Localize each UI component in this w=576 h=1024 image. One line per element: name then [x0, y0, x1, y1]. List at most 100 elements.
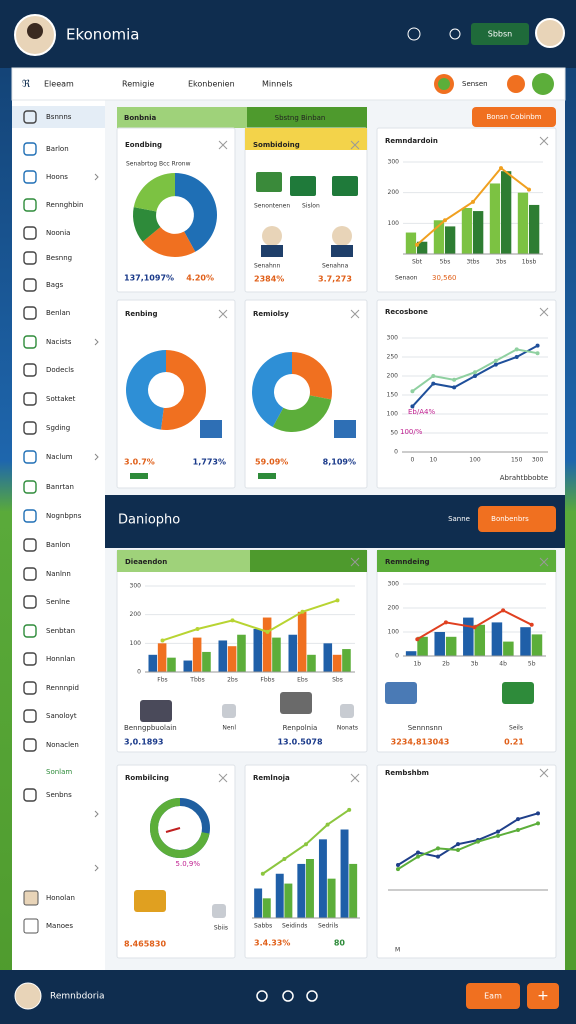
- sidebar-item: Rennnpid: [46, 684, 79, 692]
- x-tick-label: 150: [511, 457, 523, 464]
- close-icon[interactable]: [350, 140, 360, 150]
- sidebar-item: Sottaket: [46, 395, 76, 403]
- point: [493, 362, 498, 367]
- section-title: Sbstng Binban: [275, 114, 326, 122]
- donut-slice: [160, 350, 206, 430]
- bar: [340, 829, 349, 918]
- icon[interactable]: [407, 27, 421, 41]
- close-icon[interactable]: [539, 768, 549, 778]
- bar: [461, 208, 473, 254]
- footer-title: Remnbdoria: [50, 992, 105, 1002]
- bar: [284, 883, 293, 918]
- point: [300, 609, 305, 614]
- sidebar-icon: [23, 392, 37, 406]
- point: [476, 839, 480, 844]
- x-tick-label: 1b: [413, 661, 421, 668]
- bar: [503, 641, 514, 656]
- sidebar-item: Sgding: [46, 424, 70, 432]
- point: [535, 351, 540, 356]
- bar: [192, 637, 202, 672]
- panel-text: Seils: [509, 725, 523, 732]
- panel-title: Rombilcing: [125, 774, 169, 782]
- panel-header: [377, 550, 556, 572]
- panel: [376, 299, 557, 489]
- panel-title: Eondbing: [125, 141, 162, 149]
- panel-title: Sombidoing: [253, 141, 300, 149]
- x-tick-label: Fbs: [157, 677, 167, 684]
- progress: [258, 473, 276, 479]
- sidebar-icon: [23, 681, 37, 695]
- avatar[interactable]: [14, 982, 42, 1010]
- icon[interactable]: [222, 704, 236, 718]
- header-button[interactable]: [471, 23, 529, 45]
- illustration: [502, 682, 534, 704]
- panel-text: 4.20%: [186, 274, 214, 283]
- close-icon[interactable]: [539, 307, 549, 317]
- sidebar-item: Dodecls: [46, 366, 74, 374]
- icon[interactable]: [507, 75, 525, 93]
- point: [265, 629, 270, 634]
- avatar[interactable]: [535, 18, 565, 48]
- close-icon[interactable]: [218, 773, 228, 783]
- close-icon[interactable]: [539, 557, 549, 567]
- icon[interactable]: [449, 28, 461, 40]
- close-icon[interactable]: [218, 309, 228, 319]
- panel-title: Remndeing: [385, 558, 430, 566]
- action-button[interactable]: [472, 107, 556, 127]
- icon[interactable]: [532, 73, 554, 95]
- y-tick-label: 0: [395, 653, 399, 660]
- point: [536, 821, 540, 826]
- bar: [254, 888, 263, 918]
- icon[interactable]: [212, 904, 226, 918]
- sidebar-item: Bags: [46, 281, 64, 289]
- sidebar-icon: [23, 918, 39, 934]
- x-tick-label: 3tbs: [466, 259, 479, 266]
- close-icon[interactable]: [350, 773, 360, 783]
- bar: [307, 654, 316, 672]
- topbar-button: Sensen: [462, 80, 488, 88]
- icon[interactable]: [306, 990, 318, 1002]
- y-tick-label: 200: [388, 189, 400, 196]
- tab: Minnels: [262, 80, 293, 89]
- y-tick-label: 200: [388, 605, 400, 612]
- bar: [529, 204, 540, 254]
- panel-text: 3,0.1893: [124, 738, 163, 747]
- sidebar-item: Rennghbin: [46, 201, 83, 209]
- x-tick-label: 3bs: [496, 259, 507, 266]
- footer-button[interactable]: [466, 983, 520, 1009]
- close-icon[interactable]: [350, 309, 360, 319]
- add-button[interactable]: [527, 983, 559, 1009]
- illustration: [134, 890, 166, 912]
- sidebar-item: Bsnnns: [46, 113, 72, 121]
- bar: [218, 640, 228, 672]
- sidebar-item: Senlne: [46, 598, 70, 606]
- sidebar-item: Naclum: [46, 453, 73, 461]
- close-icon[interactable]: [218, 140, 228, 150]
- x-tick-label: Sbs: [332, 677, 343, 684]
- bar: [262, 898, 271, 918]
- icon[interactable]: [340, 704, 354, 718]
- close-icon[interactable]: [350, 557, 360, 567]
- line: [162, 599, 338, 642]
- sidebar-icon: [23, 567, 37, 581]
- illustration: [280, 692, 312, 714]
- panel-text: Abrahtbbobte: [500, 474, 548, 482]
- bar: [306, 859, 314, 918]
- panel-text: 3234,813043: [391, 738, 450, 747]
- point: [436, 854, 440, 859]
- panel-header-accent: [250, 550, 367, 572]
- bar: [517, 192, 529, 254]
- icon[interactable]: [282, 990, 294, 1002]
- panel-text: Senabrtog Bcc Rronw: [126, 161, 191, 168]
- icon: ℜ: [22, 79, 31, 90]
- sidebar-item: Banrtan: [46, 483, 74, 491]
- panel-title: Recosbone: [385, 308, 428, 316]
- person-icon: [332, 226, 352, 246]
- icon[interactable]: [256, 990, 268, 1002]
- footer-button-label: Eam: [484, 992, 502, 1001]
- bar: [531, 634, 543, 656]
- bar: [473, 211, 484, 254]
- close-icon[interactable]: [539, 136, 549, 146]
- banner-button[interactable]: [478, 506, 556, 532]
- bar: [474, 624, 486, 656]
